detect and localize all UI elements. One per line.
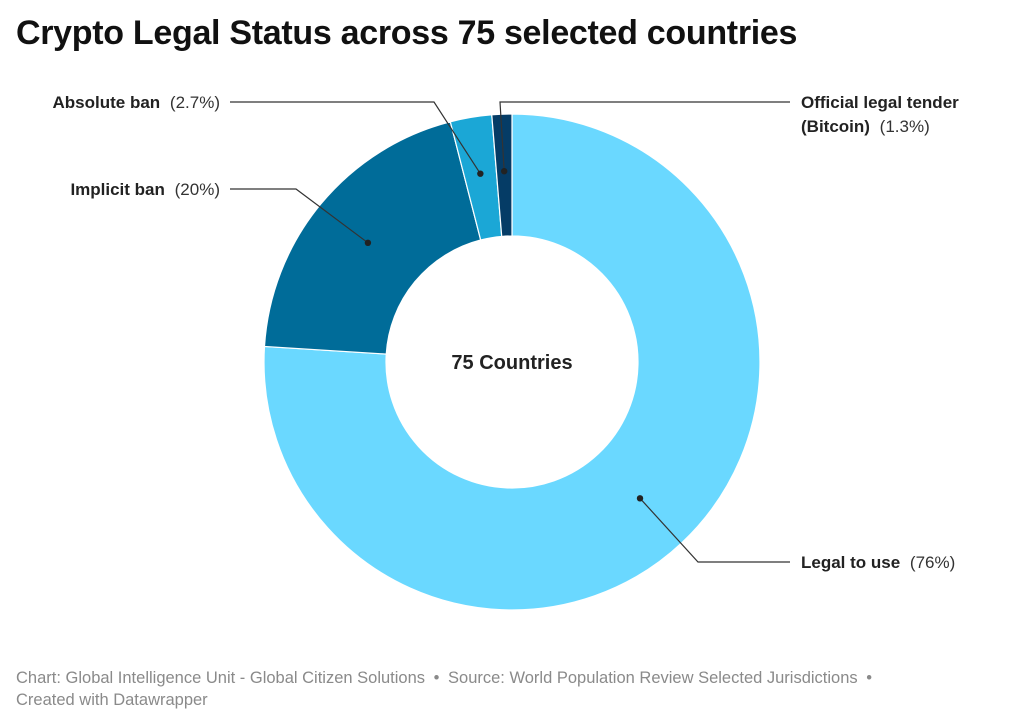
chart-source: Source: World Population Review Selected… [448,669,858,687]
slice-label-name: Legal to use [801,553,900,572]
slice-label-name: Implicit ban [70,180,164,199]
footer-separator: • [433,669,440,687]
leader-dot-absolute-ban [477,170,484,177]
leader-line-official-legal-tender-bitcoin [499,101,790,172]
slice-label-official-legal-tender-line-2: (Bitcoin) (1.3%) [801,117,930,136]
leader-dot-legal-to-use [636,495,644,502]
slice-label-percent: (1.3%) [880,117,930,136]
chart-credit: Chart: Global Intelligence Unit - Global… [16,669,426,687]
slice-label-official-legal-tender: Official legal tender [801,93,959,112]
created-with: Created with Datawrapper [16,691,208,709]
chart-title: Crypto Legal Status across 75 selected c… [16,14,798,52]
leader-dot-official-legal-tender-bitcoin [501,167,508,175]
footer-separator: • [866,669,873,687]
slice-label-percent: (2.7%) [170,93,220,112]
slice-label-name-line-1: Official legal tender [801,93,959,112]
donut-center-label: 75 Countries [451,352,572,374]
slice-label-absolute-ban: Absolute ban (2.7%) [53,93,220,112]
slice-label-percent: (76%) [910,553,955,572]
leader-dot-implicit-ban [364,239,372,247]
slice-label-name-line-2: (Bitcoin) [801,117,870,136]
chart-footer: Chart: Global Intelligence Unit - Global… [16,667,1006,711]
donut-slice-implicit-ban [263,121,482,355]
leader-line-legal-to-use [639,497,790,563]
slice-label-implicit-ban: Implicit ban (20%) [70,180,220,199]
leader-line-absolute-ban [230,101,481,175]
donut-slice-official-legal-tender-bitcoin [491,113,513,238]
slice-label-percent: (20%) [175,180,220,199]
label-leader-lines [230,101,790,563]
slice-label-legal-to-use: Legal to use (76%) [801,553,955,572]
donut-slices [263,113,761,611]
leader-line-implicit-ban [230,188,369,244]
slice-label-name: Absolute ban [53,93,161,112]
slice-labels: Legal to use (76%) Implicit ban (20%) Ab… [53,93,960,572]
donut-slice-legal-to-use [263,113,761,611]
